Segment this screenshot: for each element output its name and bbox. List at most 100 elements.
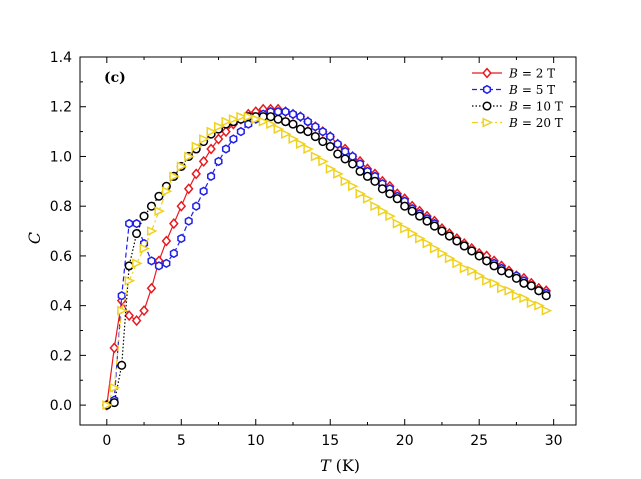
data-point	[213, 121, 225, 132]
data-point	[444, 231, 454, 241]
data-point	[236, 111, 247, 122]
data-point	[437, 226, 447, 236]
data-point	[132, 218, 141, 229]
data-point	[400, 201, 410, 211]
legend-value: = 10 T	[522, 100, 563, 114]
data-point	[385, 189, 395, 199]
legend-label: B = 20 T	[508, 116, 563, 130]
data-point	[504, 285, 516, 296]
data-point	[504, 268, 514, 278]
data-point	[154, 206, 166, 217]
x-tick-label: 30	[545, 433, 563, 449]
data-point	[392, 194, 402, 204]
data-point	[266, 112, 276, 122]
data-point	[526, 298, 538, 309]
data-point	[377, 206, 389, 217]
data-point	[348, 181, 359, 192]
data-point	[109, 398, 119, 408]
data-point	[207, 171, 216, 182]
data-point	[355, 159, 365, 169]
data-point	[459, 241, 469, 251]
data-point	[437, 248, 449, 259]
data-point	[288, 119, 298, 129]
data-point	[281, 107, 290, 117]
data-point	[489, 278, 501, 289]
data-point	[534, 300, 545, 311]
series-4	[102, 111, 553, 411]
data-point	[400, 223, 411, 234]
data-point	[139, 243, 151, 254]
data-point	[407, 228, 419, 239]
data-point	[161, 235, 172, 247]
data-point	[310, 151, 322, 162]
legend-marker	[482, 84, 492, 95]
data-point	[251, 114, 262, 125]
data-point	[482, 256, 492, 266]
data-point	[146, 282, 157, 294]
data-point	[183, 183, 194, 195]
data-point	[139, 211, 149, 221]
legend-label: B = 2 T	[508, 67, 555, 81]
data-point	[146, 226, 158, 237]
data-point	[169, 171, 180, 182]
data-point	[139, 305, 149, 317]
data-point	[452, 236, 462, 246]
data-point	[206, 126, 218, 137]
data-point	[117, 291, 126, 301]
data-point	[459, 263, 471, 274]
data-point	[288, 109, 298, 119]
data-point	[176, 200, 187, 212]
y-tick-label: 0.6	[50, 249, 72, 265]
data-point	[348, 151, 357, 162]
data-point	[229, 134, 238, 144]
data-point	[221, 144, 231, 154]
data-point	[362, 193, 374, 204]
data-point	[310, 132, 320, 142]
y-axis-title: C	[25, 232, 44, 244]
data-point	[340, 154, 350, 164]
data-point	[213, 133, 224, 145]
data-point	[341, 146, 350, 157]
data-point	[519, 278, 529, 288]
legend-variable: B	[508, 83, 518, 97]
data-point	[280, 117, 291, 127]
y-tick-label: 0.4	[50, 299, 72, 315]
data-point	[318, 126, 327, 137]
data-point	[482, 275, 493, 286]
data-point	[199, 134, 210, 145]
data-point	[422, 238, 434, 249]
data-point	[117, 305, 128, 316]
data-point	[206, 143, 216, 155]
x-axis-title: T (K)	[320, 456, 360, 475]
legend-entry: B = 2 T	[472, 67, 555, 81]
data-point	[176, 161, 188, 172]
data-point	[511, 273, 521, 283]
data-point	[295, 124, 305, 134]
data-point	[444, 253, 456, 264]
data-point	[288, 134, 300, 145]
x-axis-variable: T	[320, 456, 332, 475]
data-point	[511, 290, 523, 301]
data-point	[311, 121, 320, 132]
data-point	[132, 258, 143, 269]
data-point	[266, 119, 277, 130]
data-point	[303, 127, 313, 137]
data-point	[274, 107, 283, 117]
y-tick-label: 0.8	[50, 199, 72, 215]
legend-marker	[482, 117, 494, 128]
legend-variable: B	[508, 67, 518, 81]
legend-entry: B = 5 T	[472, 83, 555, 97]
data-point	[177, 233, 186, 244]
data-point	[131, 315, 142, 327]
data-point	[125, 218, 134, 229]
data-point	[147, 256, 156, 266]
data-point	[326, 131, 335, 142]
legend-label: B = 10 T	[508, 100, 563, 114]
data-point	[496, 266, 507, 276]
data-point	[192, 201, 201, 211]
y-tick-label: 1.0	[50, 149, 72, 165]
data-point	[370, 176, 380, 186]
y-tick-label: 0.0	[50, 398, 72, 414]
data-point	[162, 258, 171, 269]
data-point	[154, 261, 163, 271]
